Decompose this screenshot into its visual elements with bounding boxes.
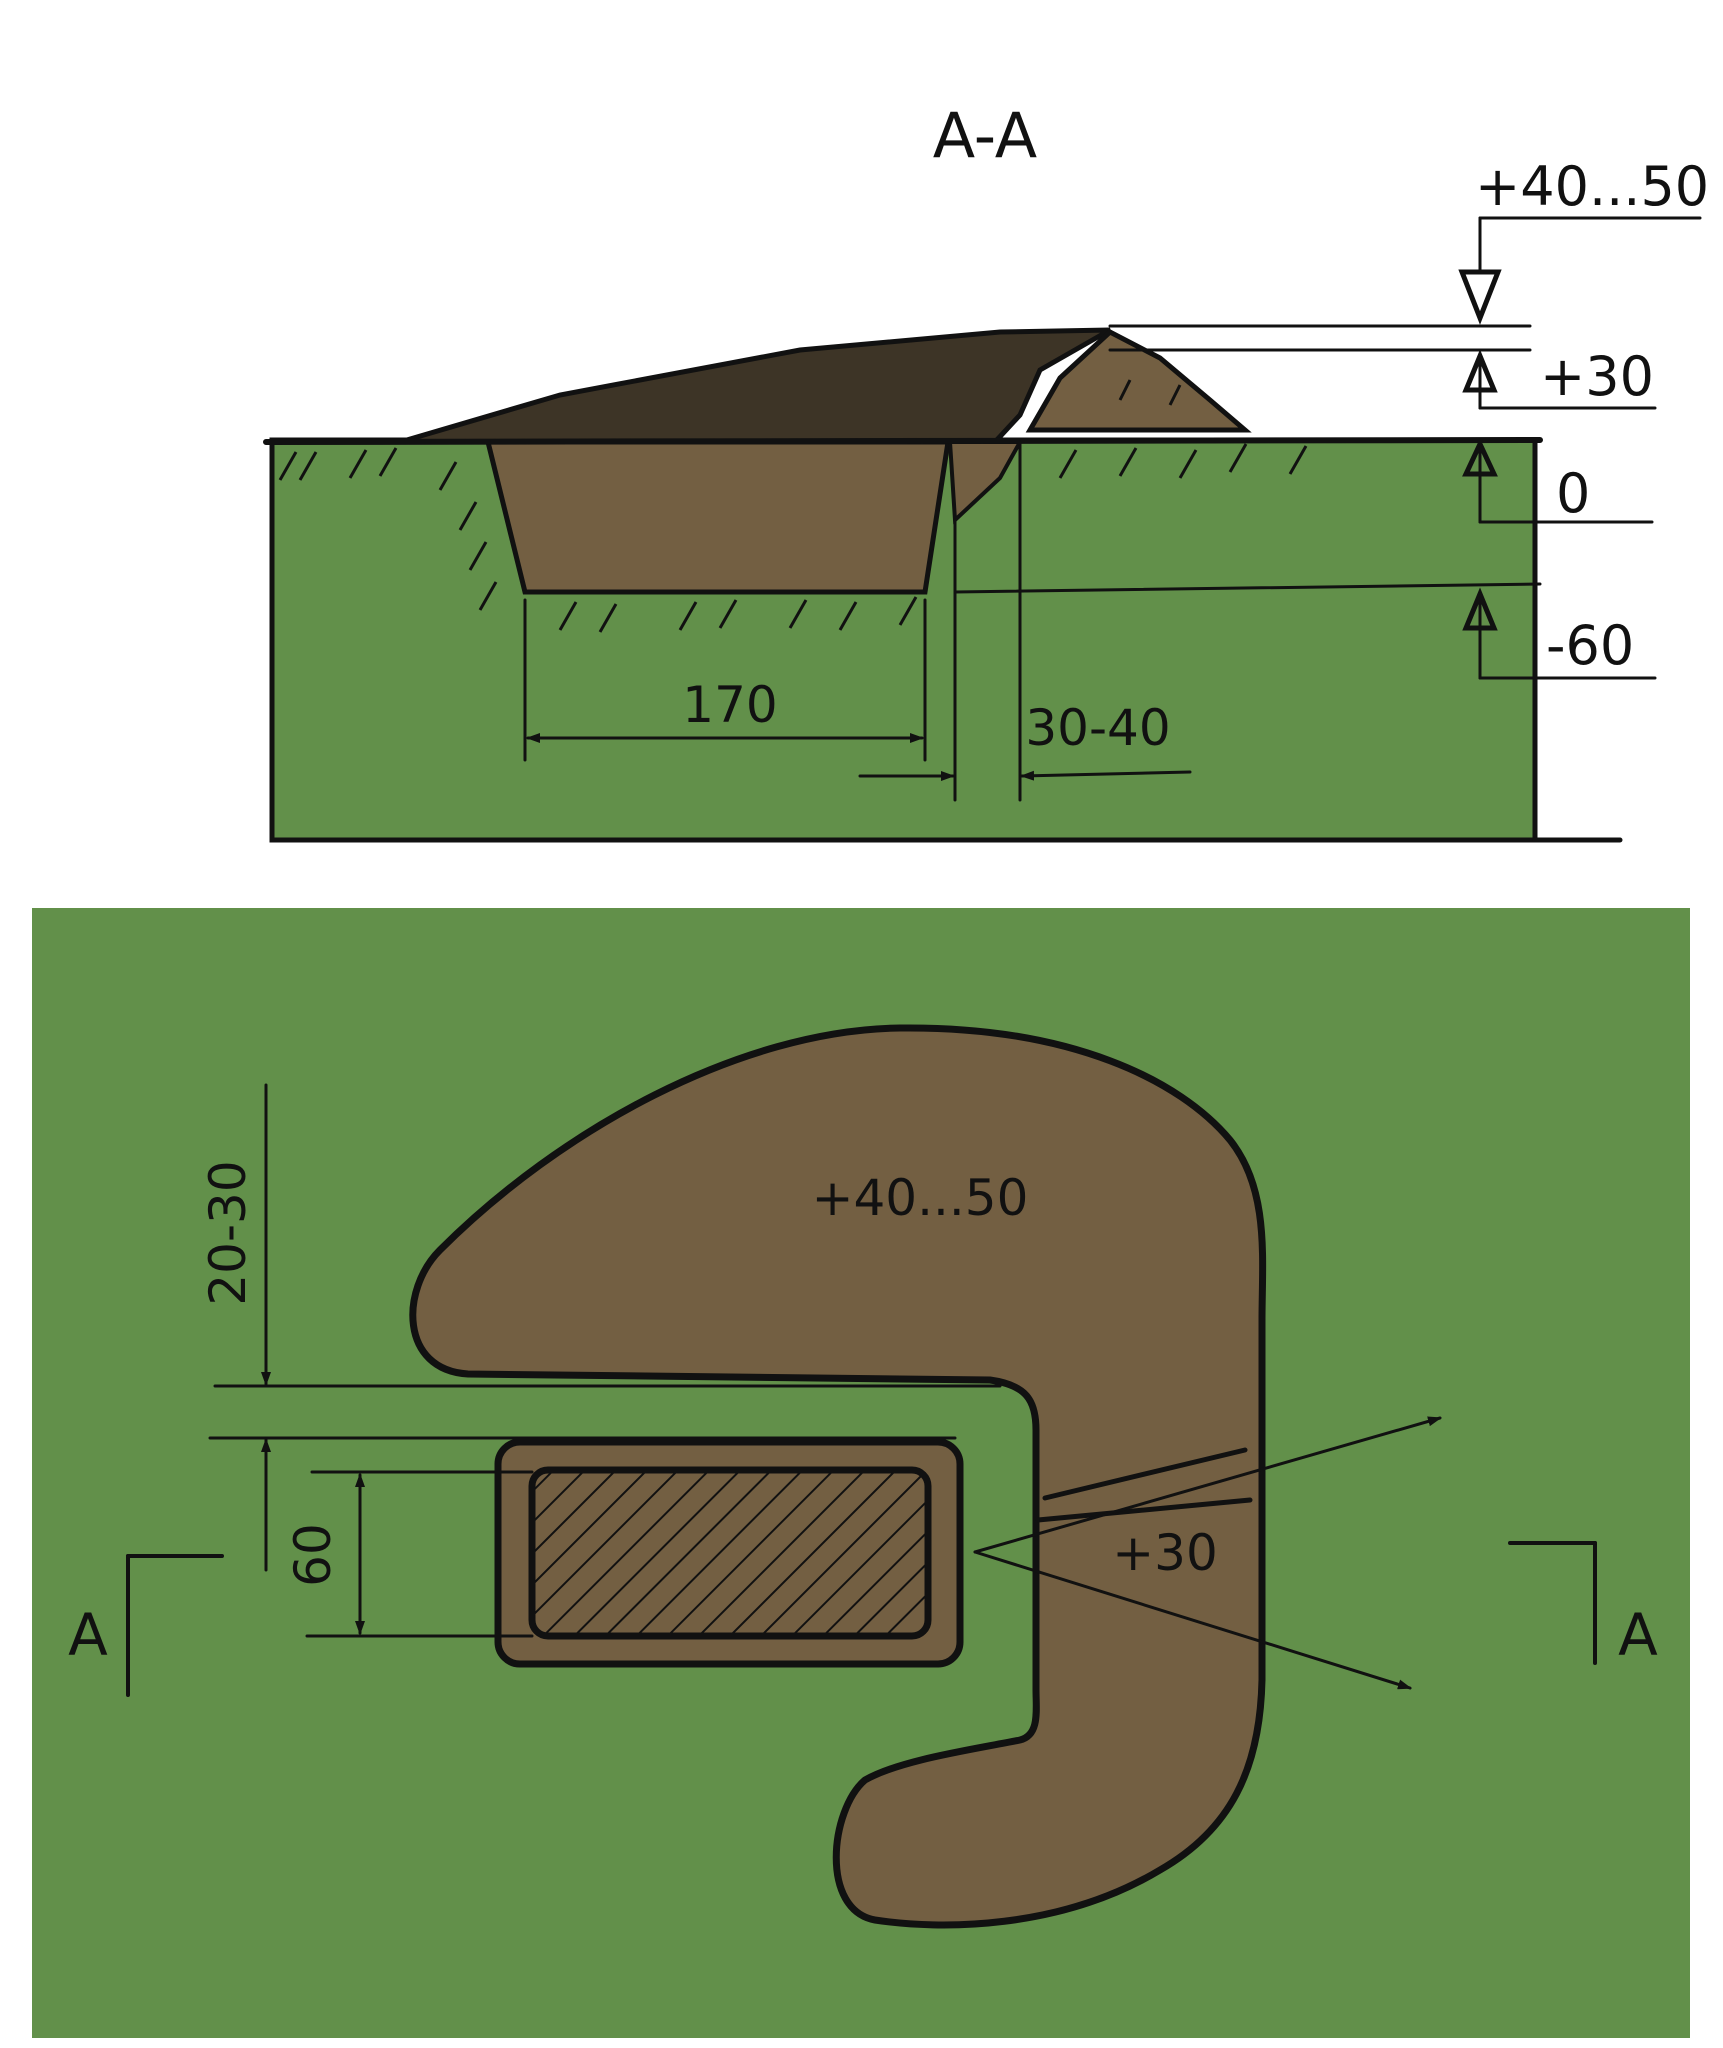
arrow-lower [973,1550,1412,1690]
plan-mound [409,1024,1267,1929]
lower-mound [1025,328,1252,433]
level-mark-middle: +30 [1462,345,1657,410]
level-mark-ground: 0 [1462,438,1654,525]
dim-gap-label: 30-40 [1025,699,1170,757]
cut-right-label: A [1618,1601,1658,1669]
trench [484,439,951,595]
section-title: A-A [933,99,1037,172]
cut-left-label: A [68,1601,108,1669]
arrow-upper [973,1416,1442,1554]
dim-20-30-label: 20-30 [199,1160,257,1305]
section-view: A-A 170 [263,99,1709,843]
lower-area-boundary [1042,1447,1248,1501]
level-middle-label: +30 [1540,345,1654,408]
plan-trench-core [528,1466,932,1640]
level-mark-bottom: -60 [1462,587,1657,680]
dim-170-label: 170 [682,676,777,734]
soil-hatching [278,379,1308,633]
level-line-bottom [953,582,1542,594]
cut-mark-left: A [68,1554,224,1697]
cut-mark-right: A [1508,1541,1658,1669]
level-ground-label: 0 [1556,462,1590,525]
spoil-mound [399,327,1112,445]
dim-60-label: 60 [284,1523,342,1587]
level-mark-top: +40...50 [1458,155,1709,325]
lower-area-boundary-2 [1035,1497,1253,1523]
plan-lower-label: +30 [1112,1524,1218,1582]
dim-gap-line-right [1020,770,1192,781]
ground-surface [263,437,1543,445]
plan-view: +40...50 +30 20-30 60 A A [32,908,1690,2038]
level-bottom-label: -60 [1546,614,1634,677]
level-top-label: +40...50 [1475,155,1709,218]
plan-mound-label: +40...50 [812,1169,1029,1227]
